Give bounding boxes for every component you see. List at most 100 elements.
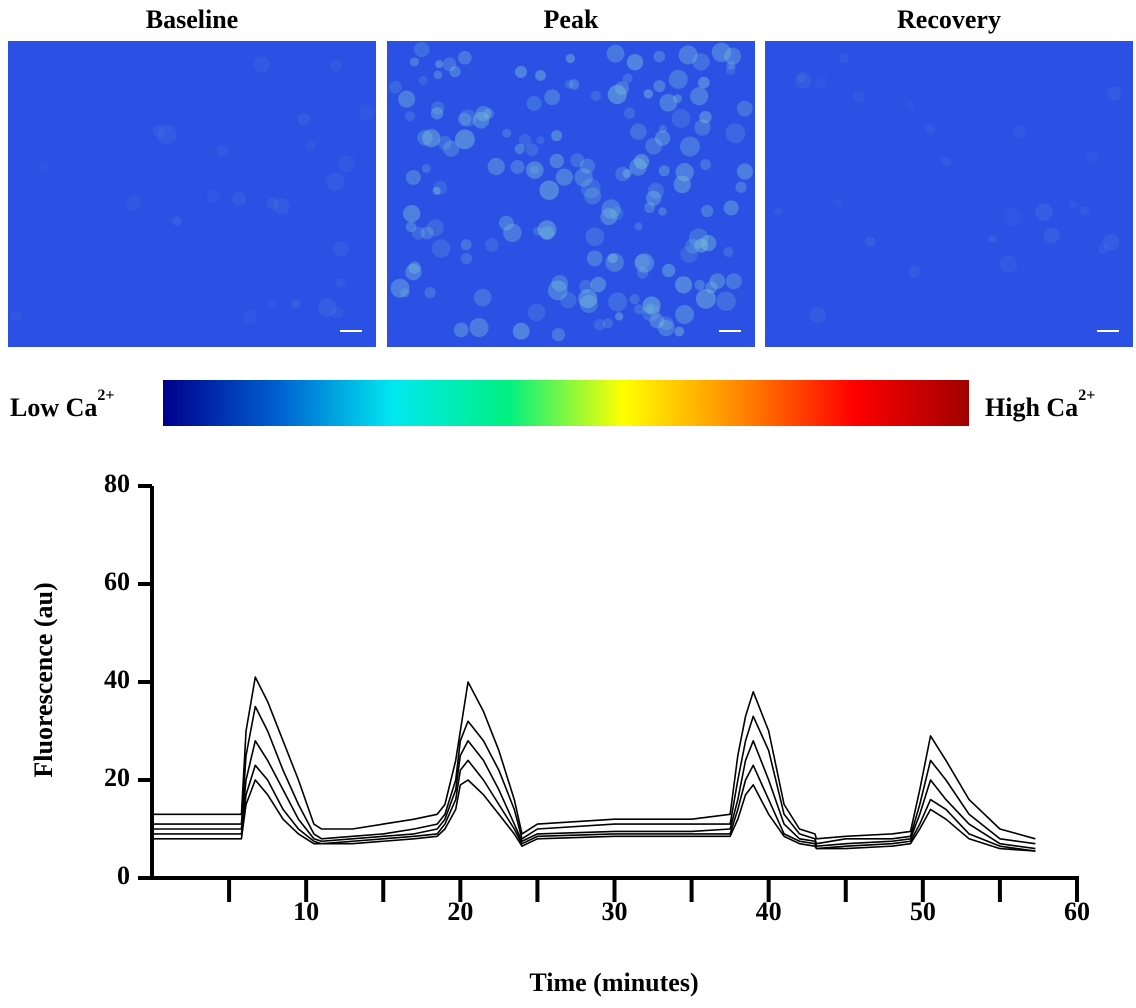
cell xyxy=(590,90,602,102)
cell xyxy=(1079,206,1090,217)
cell xyxy=(460,239,472,251)
cell xyxy=(536,136,545,145)
cell xyxy=(645,137,663,155)
cell xyxy=(578,289,598,309)
cell xyxy=(692,53,710,71)
cell xyxy=(674,326,685,337)
cell xyxy=(330,306,344,319)
cell xyxy=(432,186,441,195)
cell xyxy=(1098,244,1109,255)
cell xyxy=(653,80,666,93)
cell xyxy=(414,41,430,58)
cell xyxy=(453,322,469,338)
cell xyxy=(690,87,709,106)
cell xyxy=(908,265,921,278)
cell xyxy=(579,158,596,174)
cell xyxy=(725,123,746,144)
cell xyxy=(442,57,457,72)
cell xyxy=(725,273,742,290)
image-panels: Baseline Peak Recovery xyxy=(8,5,1133,347)
cell xyxy=(449,66,461,78)
cell xyxy=(232,191,247,206)
cell xyxy=(629,158,647,176)
cell xyxy=(527,303,546,322)
cell xyxy=(551,327,566,342)
cell xyxy=(389,80,402,94)
cell xyxy=(1107,86,1122,101)
low-label-text: Low Ca xyxy=(10,393,97,422)
cell xyxy=(266,197,279,210)
panel-title: Baseline xyxy=(146,5,238,34)
cell xyxy=(1035,203,1053,221)
cell xyxy=(535,70,546,81)
cell xyxy=(526,95,542,111)
cell xyxy=(699,110,712,124)
cell xyxy=(774,207,783,216)
cell xyxy=(678,45,698,65)
cell xyxy=(503,223,522,243)
cell xyxy=(662,263,676,278)
cell xyxy=(630,123,647,141)
cell xyxy=(469,318,489,338)
cell xyxy=(472,111,490,129)
cell xyxy=(402,204,421,223)
cell xyxy=(273,198,290,215)
cell xyxy=(537,220,557,240)
cell xyxy=(723,246,734,258)
cell xyxy=(485,238,499,252)
cell xyxy=(318,297,337,317)
cell xyxy=(1002,207,1022,227)
cell xyxy=(634,253,655,273)
y-tick-label: 60 xyxy=(104,567,130,596)
cell xyxy=(125,195,141,211)
cell xyxy=(605,253,624,272)
cell xyxy=(626,53,644,71)
cell xyxy=(549,153,565,169)
cell xyxy=(390,278,410,298)
cell xyxy=(551,130,563,142)
y-axis-title: Fluorescence (au) xyxy=(29,582,58,777)
cell xyxy=(38,162,49,172)
cell xyxy=(338,155,355,173)
cell xyxy=(999,255,1018,274)
colorbar xyxy=(163,380,969,426)
trace xyxy=(152,740,1036,850)
cell xyxy=(674,276,693,294)
cell xyxy=(510,160,525,175)
cell xyxy=(615,81,630,96)
cell xyxy=(645,190,662,206)
cell xyxy=(671,109,691,128)
cell xyxy=(659,93,678,112)
cell xyxy=(659,316,674,331)
cell xyxy=(726,60,736,70)
cell xyxy=(610,206,624,221)
cell xyxy=(421,164,431,173)
cell xyxy=(268,299,278,308)
cell xyxy=(723,200,739,216)
cell xyxy=(358,105,375,121)
cell xyxy=(940,156,951,167)
cell xyxy=(433,180,448,195)
cell xyxy=(585,227,605,247)
cell xyxy=(544,89,561,106)
colorbar-high-label: High Ca2+ xyxy=(985,387,1095,422)
cell xyxy=(525,143,539,157)
cell xyxy=(564,79,574,89)
cell xyxy=(1068,200,1077,209)
cell xyxy=(668,69,688,89)
cell xyxy=(408,261,421,274)
cell xyxy=(1102,233,1120,251)
cell xyxy=(643,89,654,99)
cell xyxy=(539,180,559,200)
cell xyxy=(459,109,477,127)
cell xyxy=(675,163,694,182)
cell xyxy=(514,143,525,155)
cell xyxy=(608,292,628,312)
cell xyxy=(606,44,625,63)
cell xyxy=(633,153,650,170)
cell xyxy=(418,75,428,85)
cell xyxy=(590,276,607,293)
cell xyxy=(404,111,416,122)
trace xyxy=(152,759,1036,852)
panel-title: Peak xyxy=(544,5,599,34)
